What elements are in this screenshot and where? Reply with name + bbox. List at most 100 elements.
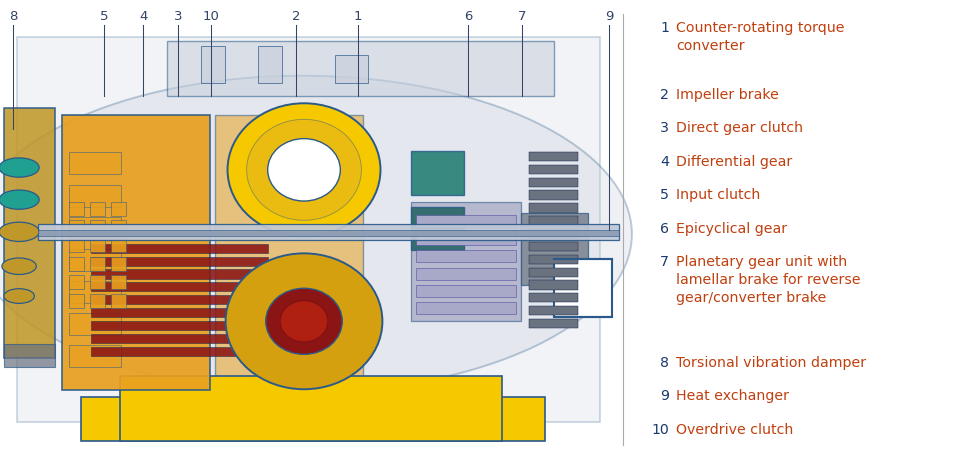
FancyBboxPatch shape bbox=[111, 239, 126, 252]
FancyBboxPatch shape bbox=[411, 207, 464, 250]
FancyBboxPatch shape bbox=[529, 280, 578, 290]
Text: 2: 2 bbox=[661, 88, 669, 102]
Ellipse shape bbox=[226, 253, 382, 389]
Text: 10: 10 bbox=[203, 10, 220, 23]
Text: Input clutch: Input clutch bbox=[676, 188, 760, 202]
FancyBboxPatch shape bbox=[529, 242, 578, 251]
FancyBboxPatch shape bbox=[111, 257, 126, 271]
FancyBboxPatch shape bbox=[416, 215, 516, 227]
FancyBboxPatch shape bbox=[4, 108, 55, 358]
Text: 4: 4 bbox=[661, 155, 669, 169]
FancyBboxPatch shape bbox=[529, 319, 578, 328]
Circle shape bbox=[0, 190, 39, 209]
FancyBboxPatch shape bbox=[201, 46, 225, 83]
FancyBboxPatch shape bbox=[69, 217, 121, 239]
FancyBboxPatch shape bbox=[215, 115, 363, 381]
FancyBboxPatch shape bbox=[91, 257, 268, 266]
FancyBboxPatch shape bbox=[529, 165, 578, 174]
FancyBboxPatch shape bbox=[411, 202, 521, 321]
FancyBboxPatch shape bbox=[335, 55, 368, 83]
FancyBboxPatch shape bbox=[529, 152, 578, 161]
FancyBboxPatch shape bbox=[167, 41, 554, 96]
FancyBboxPatch shape bbox=[91, 269, 268, 279]
Text: 6: 6 bbox=[661, 222, 669, 236]
Text: Impeller brake: Impeller brake bbox=[676, 88, 779, 102]
FancyBboxPatch shape bbox=[111, 220, 126, 234]
Text: 7: 7 bbox=[518, 10, 526, 23]
FancyBboxPatch shape bbox=[521, 213, 588, 285]
FancyBboxPatch shape bbox=[529, 178, 578, 187]
Circle shape bbox=[2, 258, 36, 274]
Text: 3: 3 bbox=[174, 10, 182, 23]
FancyBboxPatch shape bbox=[38, 230, 619, 236]
Text: 3: 3 bbox=[661, 121, 669, 135]
Text: Planetary gear unit with
lamellar brake for reverse
gear/converter brake: Planetary gear unit with lamellar brake … bbox=[676, 255, 860, 305]
FancyBboxPatch shape bbox=[90, 239, 105, 252]
FancyBboxPatch shape bbox=[69, 294, 84, 308]
FancyBboxPatch shape bbox=[91, 321, 268, 330]
Text: Counter-rotating torque
converter: Counter-rotating torque converter bbox=[676, 21, 844, 52]
Text: 6: 6 bbox=[465, 10, 472, 23]
Text: 2: 2 bbox=[293, 10, 300, 23]
FancyBboxPatch shape bbox=[69, 185, 121, 207]
Ellipse shape bbox=[247, 119, 361, 220]
Ellipse shape bbox=[266, 288, 342, 354]
FancyBboxPatch shape bbox=[38, 224, 619, 240]
Text: Epicyclical gear: Epicyclical gear bbox=[676, 222, 787, 236]
Circle shape bbox=[0, 76, 632, 392]
FancyBboxPatch shape bbox=[69, 281, 121, 303]
FancyBboxPatch shape bbox=[90, 220, 105, 234]
FancyBboxPatch shape bbox=[111, 294, 126, 308]
Text: 9: 9 bbox=[605, 10, 613, 23]
FancyBboxPatch shape bbox=[62, 115, 210, 390]
FancyBboxPatch shape bbox=[411, 151, 464, 195]
FancyBboxPatch shape bbox=[90, 275, 105, 289]
Ellipse shape bbox=[280, 301, 328, 342]
Text: Differential gear: Differential gear bbox=[676, 155, 793, 169]
FancyBboxPatch shape bbox=[69, 345, 121, 367]
FancyBboxPatch shape bbox=[529, 306, 578, 315]
Ellipse shape bbox=[228, 103, 380, 236]
Text: Torsional vibration damper: Torsional vibration damper bbox=[676, 356, 866, 370]
Text: 1: 1 bbox=[661, 21, 669, 35]
Text: 5: 5 bbox=[661, 188, 669, 202]
FancyBboxPatch shape bbox=[69, 152, 121, 174]
FancyBboxPatch shape bbox=[416, 285, 516, 297]
FancyBboxPatch shape bbox=[529, 203, 578, 213]
Text: 7: 7 bbox=[661, 255, 669, 269]
Text: 5: 5 bbox=[100, 10, 108, 23]
FancyBboxPatch shape bbox=[69, 202, 84, 216]
FancyBboxPatch shape bbox=[69, 257, 84, 271]
Circle shape bbox=[0, 158, 39, 177]
FancyBboxPatch shape bbox=[81, 397, 545, 441]
FancyBboxPatch shape bbox=[17, 37, 600, 422]
FancyBboxPatch shape bbox=[90, 257, 105, 271]
FancyBboxPatch shape bbox=[120, 376, 502, 441]
FancyBboxPatch shape bbox=[91, 347, 268, 356]
FancyBboxPatch shape bbox=[529, 268, 578, 277]
Text: Overdrive clutch: Overdrive clutch bbox=[676, 423, 793, 437]
FancyBboxPatch shape bbox=[69, 220, 84, 234]
Ellipse shape bbox=[268, 139, 340, 201]
FancyBboxPatch shape bbox=[91, 282, 268, 291]
Text: Heat exchanger: Heat exchanger bbox=[676, 389, 789, 403]
FancyBboxPatch shape bbox=[529, 255, 578, 264]
FancyBboxPatch shape bbox=[111, 275, 126, 289]
Text: 8: 8 bbox=[661, 356, 669, 370]
Text: 9: 9 bbox=[661, 389, 669, 403]
FancyBboxPatch shape bbox=[69, 239, 84, 252]
FancyBboxPatch shape bbox=[91, 244, 268, 253]
Text: 8: 8 bbox=[10, 10, 17, 23]
Text: 4: 4 bbox=[140, 10, 147, 23]
FancyBboxPatch shape bbox=[69, 249, 121, 271]
FancyBboxPatch shape bbox=[529, 216, 578, 225]
Circle shape bbox=[0, 222, 39, 241]
FancyBboxPatch shape bbox=[258, 46, 282, 83]
FancyBboxPatch shape bbox=[90, 202, 105, 216]
FancyBboxPatch shape bbox=[554, 259, 612, 317]
FancyBboxPatch shape bbox=[529, 229, 578, 238]
Text: Direct gear clutch: Direct gear clutch bbox=[676, 121, 803, 135]
FancyBboxPatch shape bbox=[111, 202, 126, 216]
FancyBboxPatch shape bbox=[69, 313, 121, 335]
FancyBboxPatch shape bbox=[91, 295, 268, 304]
